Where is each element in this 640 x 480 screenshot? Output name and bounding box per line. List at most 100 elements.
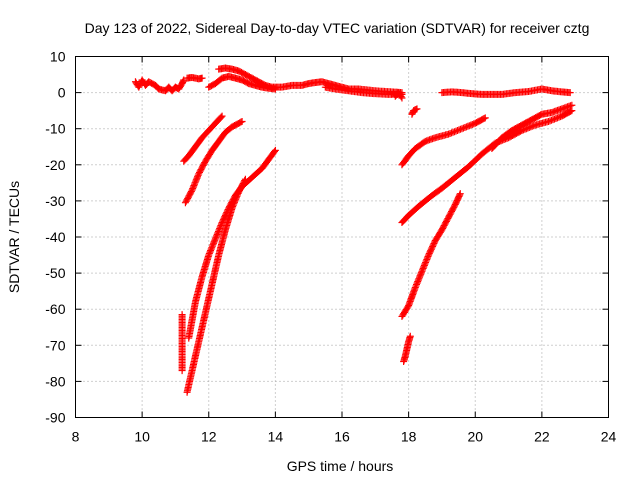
- y-tick-label: -90: [45, 410, 65, 426]
- series: [408, 105, 421, 118]
- data-point: [228, 204, 236, 212]
- data-point: [530, 122, 538, 130]
- y-tick-label: -30: [45, 193, 65, 209]
- data-point: [189, 185, 197, 193]
- series: [398, 190, 464, 320]
- y-tick-label: 0: [58, 85, 66, 101]
- data-point: [212, 233, 220, 241]
- data-point: [423, 254, 431, 262]
- data-point: [524, 124, 532, 132]
- data-point: [215, 226, 223, 234]
- data-point: [191, 180, 199, 188]
- data-point: [218, 112, 226, 120]
- chart-title: Day 123 of 2022, Sidereal Day-to-day VTE…: [85, 20, 590, 36]
- data-point: [456, 125, 464, 133]
- x-tick-label: 10: [134, 429, 150, 445]
- data-point: [188, 186, 196, 194]
- data-point: [525, 123, 533, 131]
- x-tick-label: 14: [268, 429, 284, 445]
- data-point: [421, 260, 429, 268]
- data-point: [209, 241, 217, 249]
- data-point: [210, 238, 218, 246]
- series: [131, 76, 188, 95]
- data-point: [464, 122, 472, 130]
- series: [391, 89, 406, 102]
- data-point: [411, 284, 419, 292]
- series: [398, 114, 489, 169]
- data-point: [547, 116, 555, 124]
- data-point: [449, 128, 457, 136]
- data-point: [189, 183, 197, 191]
- data-point: [208, 242, 216, 250]
- data-point: [413, 279, 421, 287]
- x-tick-label: 12: [201, 429, 217, 445]
- data-point: [412, 281, 420, 289]
- data-point: [417, 270, 425, 278]
- data-point: [549, 116, 557, 124]
- data-point: [213, 232, 221, 240]
- data-point: [545, 117, 553, 125]
- data-point: [213, 230, 221, 238]
- series: [488, 101, 576, 153]
- data-point: [459, 124, 467, 132]
- data-point: [414, 278, 422, 286]
- data-point: [271, 146, 279, 154]
- data-point: [458, 125, 466, 133]
- data-point: [190, 182, 198, 190]
- y-tick-label: -50: [45, 265, 65, 281]
- data-point: [550, 115, 558, 123]
- data-point: [207, 245, 215, 253]
- series: [438, 85, 574, 98]
- plot-frame: [75, 56, 609, 418]
- data-point: [210, 239, 218, 247]
- series: [183, 73, 206, 83]
- y-tick-label: 10: [50, 49, 66, 65]
- data-point: [468, 120, 476, 128]
- data-point: [522, 125, 530, 133]
- data-point: [419, 266, 427, 274]
- y-tick-label: -10: [45, 121, 65, 137]
- y-tick-label: -70: [45, 337, 65, 353]
- series: [180, 112, 226, 165]
- data-point: [193, 174, 201, 182]
- y-tick-label: -20: [45, 157, 65, 173]
- data-point: [452, 127, 460, 135]
- data-point: [414, 276, 422, 284]
- data-point: [406, 332, 414, 340]
- data-point: [416, 272, 424, 280]
- data-point: [211, 235, 219, 243]
- data-point: [552, 114, 560, 122]
- data-point: [528, 122, 536, 130]
- data-point: [207, 247, 215, 255]
- grid: [75, 56, 609, 418]
- data-point: [420, 263, 428, 271]
- data-point: [422, 257, 430, 265]
- x-tick-label: 18: [401, 429, 417, 445]
- data-point: [216, 223, 224, 231]
- data-point: [191, 179, 199, 187]
- data-point: [397, 93, 405, 101]
- series-group: [131, 64, 576, 396]
- data-point: [233, 192, 241, 200]
- x-tick-label: 22: [534, 429, 550, 445]
- data-point: [415, 275, 423, 283]
- x-tick-label: 20: [467, 429, 483, 445]
- data-point: [217, 222, 225, 230]
- data-point: [446, 130, 454, 138]
- data-point: [420, 261, 428, 269]
- data-point: [417, 269, 425, 277]
- data-point: [229, 203, 237, 211]
- series: [398, 107, 576, 227]
- data-point: [214, 229, 222, 237]
- data-point: [229, 201, 237, 209]
- data-point: [412, 105, 420, 113]
- data-point: [205, 251, 213, 259]
- data-point: [234, 191, 242, 199]
- data-point: [232, 194, 240, 202]
- y-tick-label: -40: [45, 229, 65, 245]
- data-point: [546, 117, 554, 125]
- x-tick-label: 8: [72, 429, 80, 445]
- y-tick-label: -60: [45, 301, 65, 317]
- series: [205, 72, 279, 93]
